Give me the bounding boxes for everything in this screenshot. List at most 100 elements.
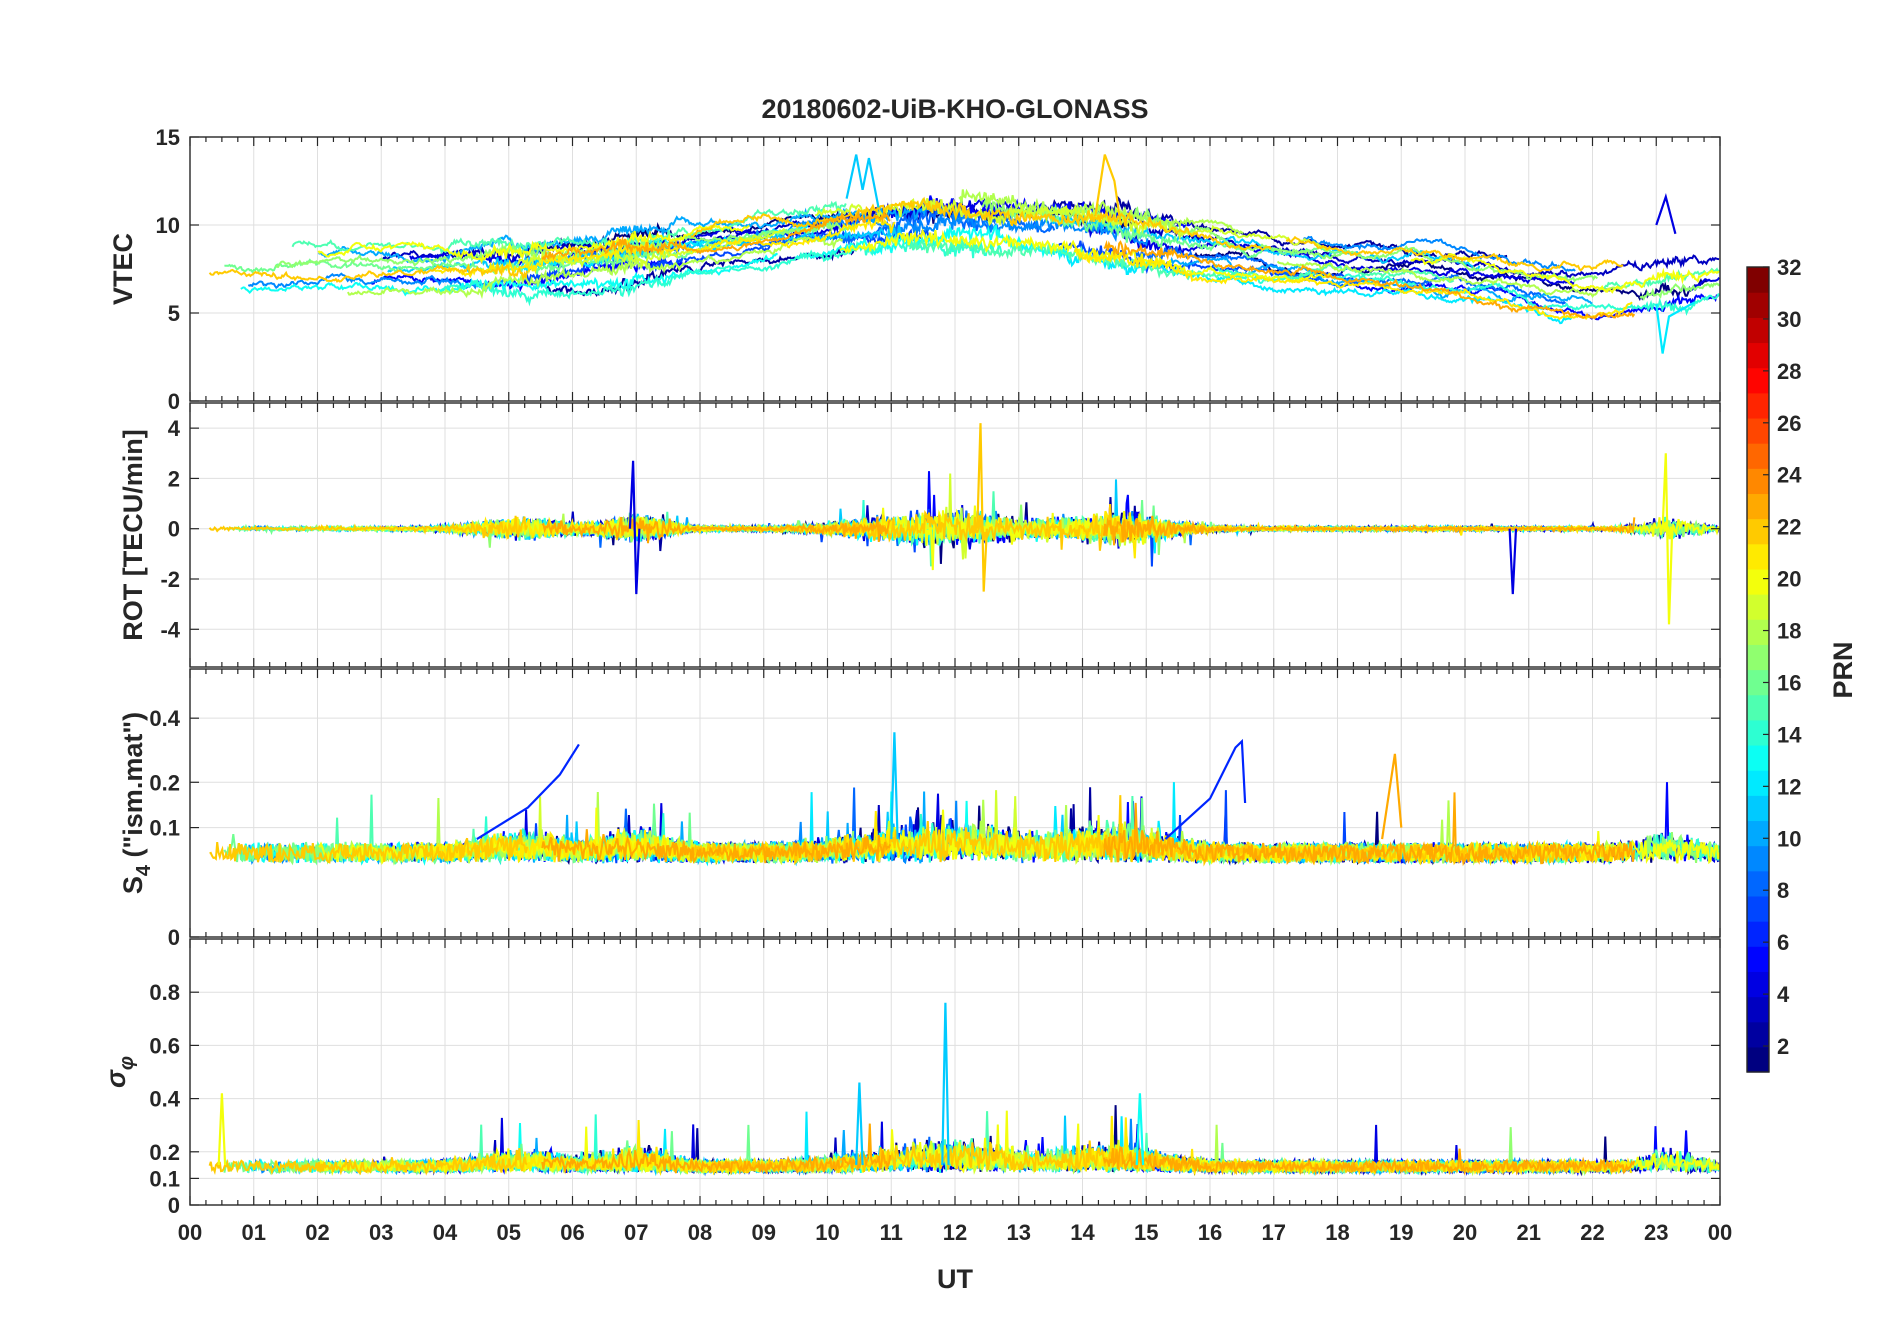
y-tick-label: 0: [168, 389, 180, 414]
x-axis-label: UT: [937, 1264, 973, 1294]
panel-rot-traces: [208, 423, 1720, 625]
x-tick-label: 00: [178, 1220, 202, 1245]
trace-prn-23: [1102, 1145, 1636, 1176]
trace-prn-23: [1102, 515, 1636, 546]
trace-prn-23: [1102, 792, 1636, 867]
rot-y-label: ROT [TECU/min]: [118, 429, 148, 640]
colorbar-segment: [1747, 971, 1769, 998]
trace-prn-19: [814, 197, 1330, 252]
trace-prn-17: [1639, 282, 1720, 301]
colorbar-segment: [1747, 820, 1769, 847]
panel-s4-grid: [189, 669, 1721, 938]
feature-prn-22: [1094, 154, 1122, 226]
x-tick-label: 05: [497, 1220, 521, 1245]
colorbar-segment: [1747, 317, 1769, 344]
x-tick-label: 04: [433, 1220, 458, 1245]
feature-prn-11: [941, 1002, 950, 1166]
y-tick-label: 0: [168, 925, 180, 950]
panel-sigphi-traces: [208, 1002, 1720, 1177]
colorbar-segment: [1747, 895, 1769, 922]
trace-prn-9: [1303, 235, 1576, 273]
y-tick-label: 4: [168, 416, 181, 441]
trace-prn-22: [208, 515, 528, 539]
colorbar-segment: [1747, 543, 1769, 570]
colorbar-tick-label: 20: [1777, 567, 1801, 592]
colorbar-segment: [1747, 744, 1769, 771]
colorbar-tick-label: 14: [1777, 722, 1802, 747]
trace-prn-2: [1052, 195, 1508, 263]
feature-prn-20: [217, 1093, 227, 1166]
panel-rot: -4 -2 0 2 4: [160, 402, 1721, 668]
y-tick-label: -2: [160, 567, 180, 592]
sigphi-y-label-sub: φ: [116, 1056, 138, 1070]
colorbar-segment: [1747, 518, 1769, 545]
colorbar-tick-label: 22: [1777, 515, 1801, 540]
trace-prn-19: [517, 227, 786, 269]
y-tick-label: 5: [168, 301, 180, 326]
trace-prn-23: [541, 516, 891, 544]
colorbar-segment: [1747, 594, 1769, 620]
colorbar-tick-label: 4: [1777, 982, 1790, 1007]
colorbar-segment: [1747, 669, 1769, 696]
trace-prn-19: [814, 473, 1330, 560]
y-tick-label: 0.1: [149, 1166, 180, 1191]
feature-prn-13: [1135, 1093, 1145, 1166]
colorbar-segment: [1747, 417, 1769, 444]
x-tick-label: 02: [305, 1220, 329, 1245]
y-tick-label: 0: [168, 517, 180, 542]
y-tick-label: 2: [168, 466, 180, 491]
trace-prn-20: [317, 224, 750, 265]
y-tick-label: 0.2: [149, 1140, 180, 1165]
feature-prn-23: [1381, 753, 1403, 840]
x-tick-label: 09: [752, 1220, 776, 1245]
panel-s4-frame: [189, 668, 1721, 938]
feature-prn-20: [1661, 453, 1674, 625]
colorbar-segment: [1747, 946, 1769, 972]
trace-prn-23: [1103, 239, 1636, 320]
panel-sigphi: 00.10.2 0.4 0.6 0.8: [149, 938, 1721, 1218]
x-tick-label: 17: [1262, 1220, 1286, 1245]
x-tick-label: 06: [560, 1220, 584, 1245]
trace-prn-23: [541, 829, 892, 864]
y-tick-label: 0: [168, 1193, 180, 1218]
colorbar-segment: [1747, 292, 1769, 318]
feature-prn-11: [845, 154, 880, 208]
x-tick-label: 01: [242, 1220, 266, 1245]
colorbar-segment: [1747, 719, 1769, 746]
colorbar-segment: [1747, 468, 1769, 495]
colorbar-segment: [1747, 392, 1769, 419]
colorbar-segment: [1747, 921, 1769, 947]
colorbar-frame: [1746, 266, 1770, 1073]
colorbar-tick-label: 24: [1777, 463, 1802, 488]
colorbar-tick-label: 12: [1777, 774, 1801, 799]
colorbar-segment: [1747, 795, 1769, 822]
x-tick-label: 07: [624, 1220, 648, 1245]
colorbar-tick-label: 10: [1777, 826, 1801, 851]
colorbar-tick-label: 28: [1777, 359, 1801, 384]
trace-prn-13: [240, 252, 779, 297]
colorbar-tick-label: 30: [1777, 307, 1801, 332]
x-tick-label: 13: [1007, 1220, 1031, 1245]
colorbar-tick-label: 8: [1777, 878, 1789, 903]
colorbar-segment: [1747, 845, 1769, 872]
y-tick-label: -4: [160, 617, 180, 642]
trace-prn-4: [1087, 222, 1575, 287]
trace-prn-7: [524, 227, 935, 282]
x-tick-label: 22: [1580, 1220, 1604, 1245]
colorbar-tick-label: 32: [1777, 255, 1801, 280]
y-tick-label: 15: [156, 125, 180, 150]
s4-y-label-main: S: [118, 876, 148, 894]
x-tick-label: 00: [1708, 1220, 1732, 1245]
trace-prn-22: [208, 1147, 528, 1176]
trace-prn-4: [1689, 277, 1720, 291]
x-tick-label: 16: [1198, 1220, 1222, 1245]
x-tick-label: 12: [943, 1220, 967, 1245]
y-tick-label: 0.4: [149, 706, 180, 731]
panel-vtec: 0 5 10 15: [156, 125, 1721, 414]
x-tick-label: 10: [815, 1220, 839, 1245]
x-tick-label: 21: [1517, 1220, 1541, 1245]
panel-vtec-frame: [189, 136, 1721, 402]
sigphi-y-label: σφ: [101, 1056, 138, 1088]
colorbar-tick-label: 16: [1777, 670, 1801, 695]
